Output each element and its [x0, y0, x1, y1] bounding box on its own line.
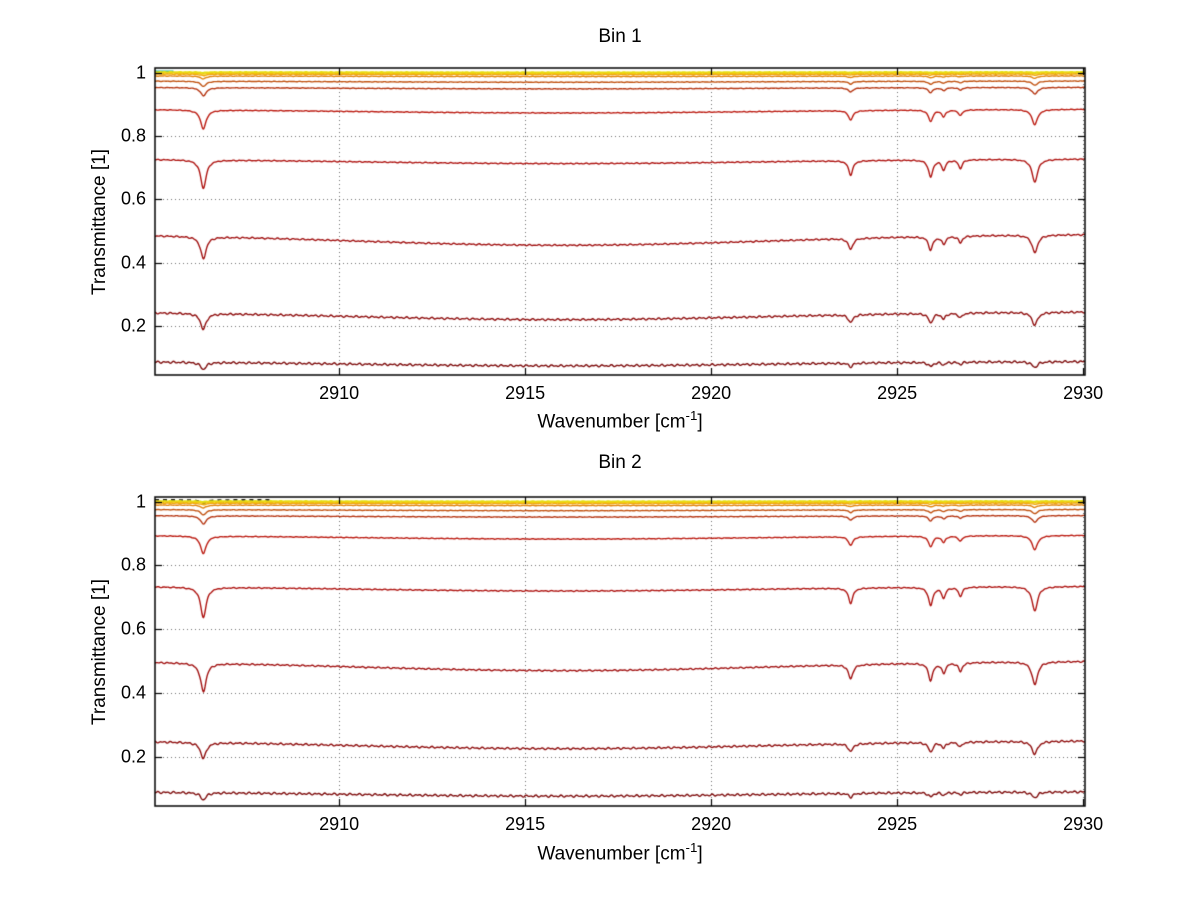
y-tick-label: 0.6 — [120, 618, 146, 639]
x-axis-label-bin2: Wavenumber [cm-1] — [537, 840, 702, 865]
x-tick-label: 2910 — [319, 383, 360, 403]
x-tick-label: 2925 — [877, 814, 918, 834]
x-axis-label-text: Wavenumber [cm — [537, 411, 686, 433]
plot-title-bin1: Bin 1 — [598, 26, 642, 47]
y-tick-label: 0.4 — [120, 252, 146, 273]
x-tick-label: 2925 — [877, 383, 918, 403]
x-tick-label: 2915 — [505, 814, 546, 834]
x-tick-label: 2910 — [319, 814, 360, 834]
x-axis-label-suffix: ] — [697, 411, 703, 433]
y-tick-label: 1 — [135, 491, 146, 512]
x-axis-label-suffix: ] — [697, 843, 703, 865]
y-axis-label-bin2: Transmittance [1] — [89, 578, 110, 726]
plot-title-bin2: Bin 2 — [598, 452, 642, 473]
x-tick-label: 2930 — [1063, 814, 1104, 834]
y-tick-label: 0.2 — [120, 746, 146, 767]
y-axis-label-bin1: Transmittance [1] — [89, 148, 110, 296]
x-axis-label-bin1: Wavenumber [cm-1] — [537, 408, 702, 433]
y-tick-label: 1 — [135, 62, 146, 83]
x-tick-label: 2920 — [691, 383, 732, 403]
y-tick-label: 0.6 — [120, 188, 146, 209]
x-tick-label: 2915 — [505, 383, 546, 403]
x-tick-label: 2920 — [691, 814, 732, 834]
y-tick-label: 0.8 — [120, 554, 146, 575]
y-tick-label: 0.2 — [120, 315, 146, 336]
y-tick-label: 0.8 — [120, 125, 146, 146]
y-tick-label: 0.4 — [120, 682, 146, 703]
x-axis-label-superscript: -1 — [685, 840, 698, 855]
x-axis-label-superscript: -1 — [685, 408, 698, 423]
x-tick-label: 2930 — [1063, 383, 1104, 403]
x-axis-label-text: Wavenumber [cm — [537, 843, 686, 865]
